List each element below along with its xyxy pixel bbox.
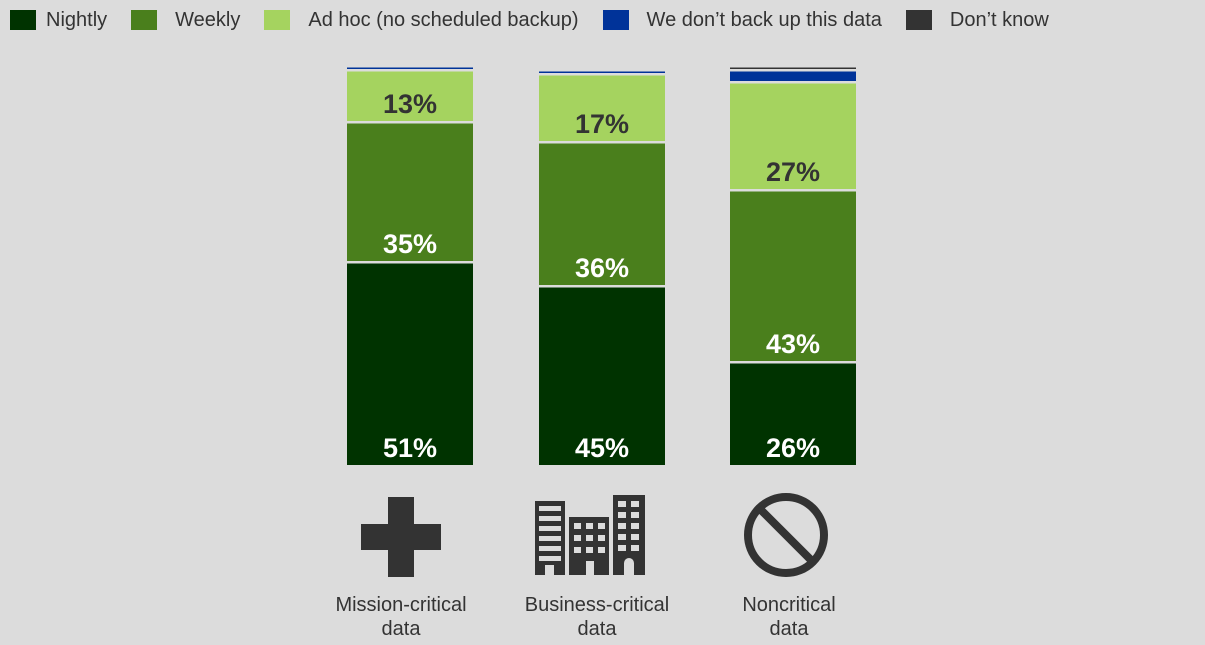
data-label: 51% [383,433,437,463]
chart-area: 51% 35% 13% 45% 36% 17% 26% 43% 27% [347,67,856,465]
data-label: 35% [383,229,437,259]
legend-label: We don’t back up this data [646,8,882,31]
bar-segment [730,83,856,189]
bar-stack: 26% 43% 27% [730,67,856,465]
legend-label: Weekly [175,8,241,31]
data-label: 26% [766,433,820,463]
data-label: 45% [575,433,629,463]
category-label-line: Noncritical [742,594,836,616]
legend-swatch [264,10,291,30]
category-label-line: Mission-critical [335,594,467,616]
bar-segment [730,191,856,361]
legend-item: Ad hoc (no scheduled backup) [264,8,579,32]
data-label: 27% [766,157,820,187]
buildings-icon [535,495,645,575]
category-label-line: data [381,618,421,640]
bar-segment [730,71,856,81]
bar-segment [539,75,665,141]
bar-segment [539,143,665,285]
bar-segment [730,67,856,69]
legend: Nightly Weekly Ad hoc (no scheduled backup… [0,0,1205,40]
legend-item: Don’t know [905,8,1049,32]
bar-stack: 51% 35% 13% [347,67,473,465]
category-label: Noncritical data [689,593,889,641]
legend-swatch [602,10,629,30]
bar-segment [539,287,665,465]
prohibition-icon [744,493,828,577]
category-label-line: data [577,618,617,640]
bar-segment [539,71,665,73]
bar-segment [347,123,473,261]
category-label: Business-critical data [497,593,697,641]
category-label-line: Business-critical [524,594,670,616]
legend-label: Nightly [46,8,108,31]
plus-icon [361,497,441,577]
bar-segment [347,263,473,465]
legend-label: Don’t know [949,8,1049,31]
bar-segment [730,363,856,465]
legend-swatch [10,10,36,30]
legend-swatch [131,10,158,30]
legend-label: Ad hoc (no scheduled backup) [308,8,579,31]
bar-segment [347,71,473,121]
legend-item: We don’t back up this data [602,8,882,32]
category-label: Mission-critical data [301,593,501,641]
data-label: 17% [575,109,629,139]
bar-stack: 45% 36% 17% [539,71,665,465]
bar-segment [347,67,473,69]
data-label: 13% [383,89,437,119]
legend-item: Nightly [10,9,107,32]
legend-item: Weekly [131,9,240,32]
legend-swatch [905,10,932,30]
data-label: 43% [766,329,820,359]
category-label-line: data [769,618,809,640]
data-label: 36% [575,253,629,283]
